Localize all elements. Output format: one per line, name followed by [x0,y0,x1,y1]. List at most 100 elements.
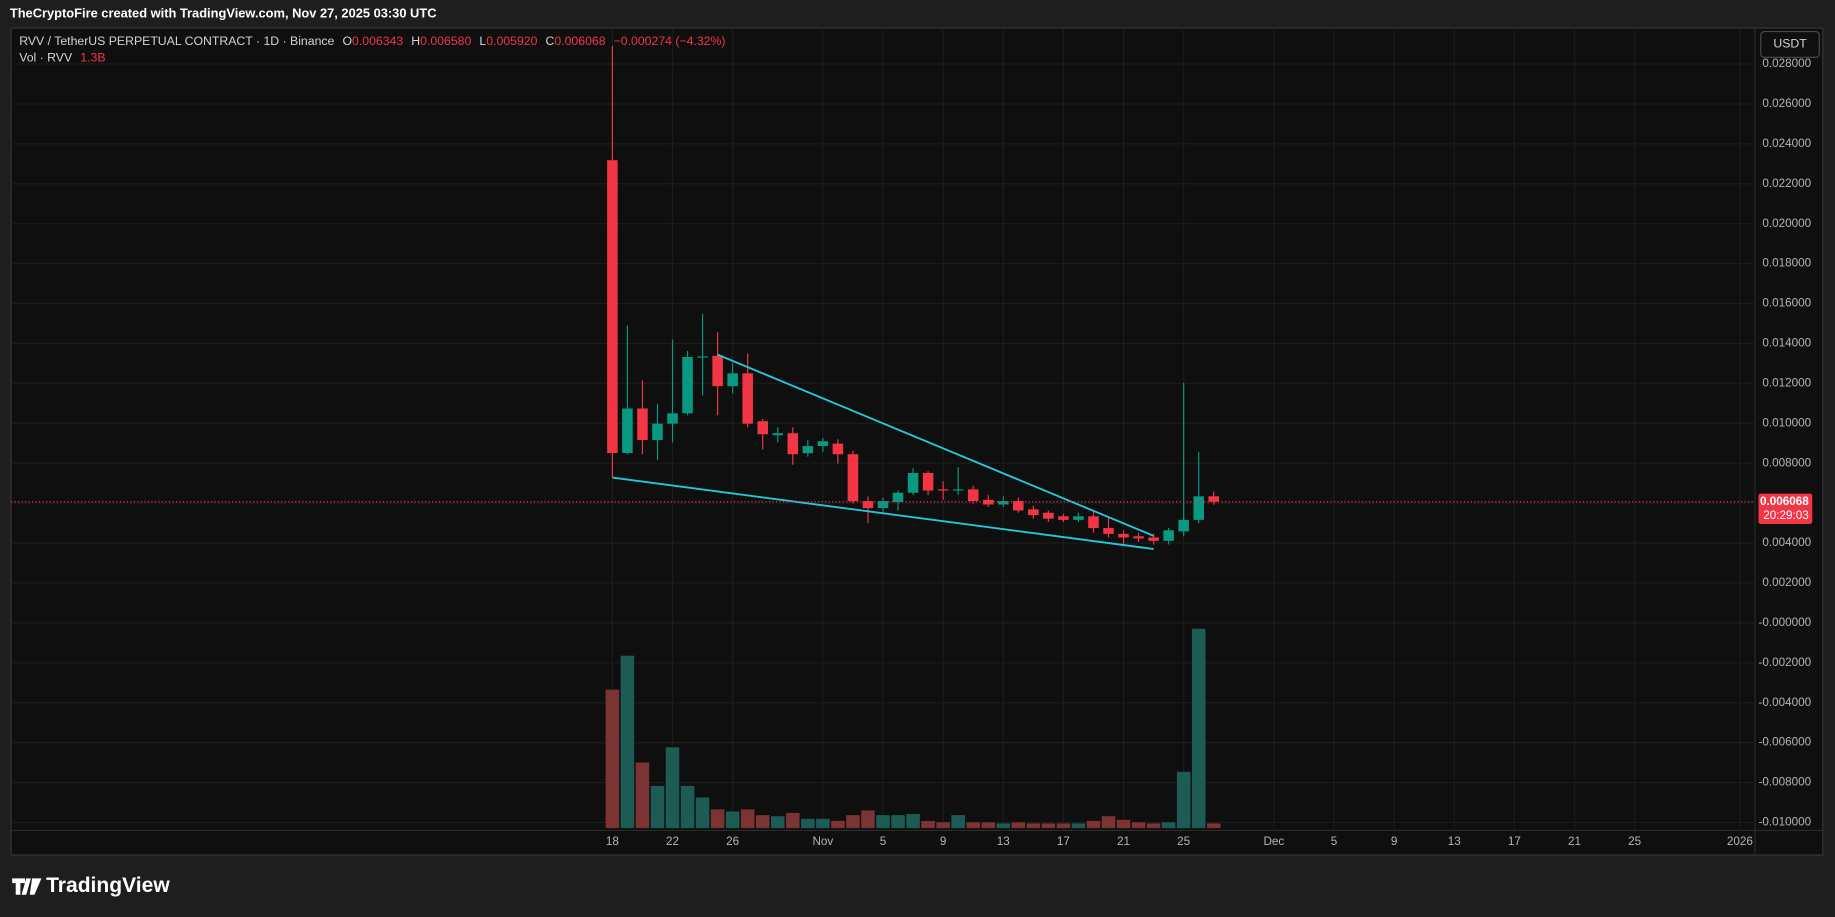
volume-bar [951,815,965,829]
volume-bar [740,809,755,829]
volume-bar [635,762,650,829]
trendline [717,353,1154,537]
candle-body [742,373,753,424]
candle-body [622,408,633,454]
banner: TheCryptoFire created with TradingView.c… [10,5,437,20]
x-tick-label: 2026 [1727,835,1753,848]
candle-body [1088,516,1099,529]
currency-button[interactable]: USDT [1760,30,1820,58]
volume-bar [650,785,665,829]
candle-body [1133,536,1144,539]
candle-body [1013,501,1024,511]
y-tick-label: -0.008000 [1758,776,1811,789]
close-label: C [546,34,555,48]
candle-body [967,489,979,502]
candle-body [757,421,768,435]
brand-icon [12,878,42,895]
candle-body [1058,516,1069,520]
axes: 0.028000 0.026000 0.024000 0.022000 0.020000… [11,57,1813,848]
volume-bar [816,818,830,829]
x-tick-label: 17 [1057,835,1070,848]
y-tick-label: -0.000000 [1758,616,1811,629]
candle-body [982,499,994,505]
volume-bar [831,820,845,829]
candle-body [1043,512,1054,519]
trendlines [612,353,1154,550]
volume-bar [891,815,905,829]
y-tick-label: 0.002000 [1762,576,1811,589]
candles [607,46,1220,546]
countdown-label: 20:29:03 [1763,509,1809,522]
candle-body [1178,519,1189,532]
volume-bar [1161,822,1176,829]
volume-bar [1086,820,1101,829]
volume-bar [620,655,635,829]
x-tick-label: 25 [1177,835,1191,848]
volume-bar [1056,823,1071,829]
candle-body [907,472,919,493]
volume-bar [1071,823,1086,829]
x-tick-label: 22 [666,835,679,848]
volume-bar [1206,823,1221,829]
x-tick-label: 13 [1448,835,1461,848]
candle-body [682,357,693,414]
low-value: 0.005920 [486,34,537,48]
candle-body [817,441,829,447]
y-tick-label: 0.028000 [1762,57,1811,70]
volume-bar [876,815,890,829]
candle-body [1118,533,1129,538]
y-tick-label: 0.018000 [1762,257,1811,270]
y-tick-label: -0.004000 [1758,696,1811,709]
volume-bar [981,822,995,829]
symbol-title: RVV / TetherUS PERPETUAL CONTRACT · 1D ·… [19,34,334,48]
x-tick-label: 25 [1628,835,1642,848]
y-tick-label: 0.016000 [1762,297,1811,310]
candle-body [697,356,708,358]
x-tick-label: Dec [1263,835,1284,848]
volume-bar [1011,822,1026,829]
y-tick-label: 0.024000 [1762,137,1811,150]
candle-body [998,501,1009,505]
candle-body [1148,537,1159,541]
volume-bar [1101,816,1116,829]
candle-body [712,355,723,387]
volume-title: Vol · RVV [19,51,73,65]
trendline [612,476,1154,550]
close-value: 0.006068 [554,34,605,48]
candle-body [1208,496,1220,502]
volume-bar [921,820,935,829]
high-value: 0.006580 [420,34,471,48]
x-tick-label: 17 [1508,835,1521,848]
volume-bar [996,823,1011,829]
volume-bar [710,809,725,829]
x-tick-label: 21 [1568,835,1581,848]
last-price-box [1758,493,1813,524]
y-tick-label: 0.008000 [1762,456,1811,469]
x-tick-label: 18 [606,835,619,848]
candle-body [802,446,814,454]
volume-bar [680,785,695,829]
low-label: L [479,34,486,48]
x-tick-label: 9 [940,835,947,848]
volume-bar [861,810,875,829]
change-value: −0.000274 (−4.32%) [614,34,726,48]
volume-bar [786,812,800,829]
volume-bar [665,747,680,829]
x-tick-label: 21 [1117,835,1130,848]
volume-value: 1.3B [80,51,105,65]
candle-body [832,443,844,455]
open-value: 0.006343 [352,34,403,48]
candle-body [1073,516,1084,520]
x-tick-label: 5 [880,835,887,848]
candle-body [952,489,964,491]
brand-name: TradingView [46,874,170,897]
candle-body [847,454,859,502]
candle-body [1193,496,1204,520]
candle-body [1028,509,1039,516]
volume-bar [936,822,950,829]
currency-button-box[interactable] [1760,30,1820,58]
x-tick-label: 5 [1331,835,1338,848]
open-label: O [342,34,352,48]
y-tick-label: -0.002000 [1758,656,1811,669]
currency-button-label[interactable]: USDT [1773,37,1807,51]
